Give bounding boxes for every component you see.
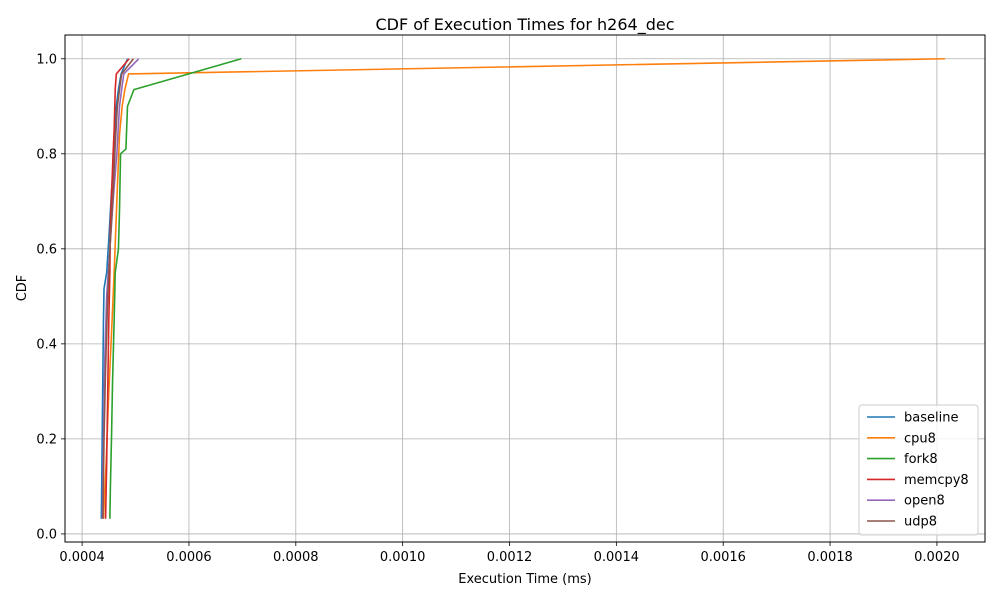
y-tick-label: 0.8 xyxy=(36,147,57,162)
plot-frame xyxy=(64,34,986,543)
y-tick-label: 0.0 xyxy=(36,527,57,542)
x-tick-label: 0.0020 xyxy=(914,550,960,565)
x-tick-label: 0.0012 xyxy=(487,550,533,565)
series-line-baseline xyxy=(100,58,129,519)
y-axis-label: CDF xyxy=(15,275,30,302)
y-tick-label: 1.0 xyxy=(36,52,57,67)
x-tick-label: 0.0018 xyxy=(807,550,853,565)
x-tick-label: 0.0014 xyxy=(594,550,640,565)
x-tick-label: 0.0016 xyxy=(700,550,746,565)
y-tick-label: 0.2 xyxy=(36,432,57,447)
legend-label-open8: open8 xyxy=(904,494,945,509)
x-tick-label: 0.0006 xyxy=(166,550,212,565)
y-tick-label: 0.6 xyxy=(36,242,57,257)
series-line-fork8 xyxy=(109,57,242,519)
legend-label-udp8: udp8 xyxy=(904,515,937,530)
legend-label-fork8: fork8 xyxy=(904,452,938,467)
x-axis-label: Execution Time (ms) xyxy=(458,572,591,587)
legend-label-baseline: baseline xyxy=(904,411,958,426)
x-tick-label: 0.0008 xyxy=(273,550,319,565)
axis-ticks: 0.0004 0.0006 0.0008 0.0010 0.0012 0.0014 0.00… xyxy=(36,52,959,565)
x-tick-label: 0.0004 xyxy=(59,550,105,565)
legend-label-cpu8: cpu8 xyxy=(904,431,936,446)
legend-label-memcpy8: memcpy8 xyxy=(904,473,969,488)
grid-lines xyxy=(65,35,985,542)
x-tick-label: 0.0010 xyxy=(380,550,426,565)
y-tick-label: 0.4 xyxy=(36,337,57,352)
series-line-udp8 xyxy=(102,58,135,519)
chart-title: CDF of Execution Times for h264_dec xyxy=(375,15,674,35)
legend: baseline cpu8 fork8 memcpy8 open8 udp8 xyxy=(858,404,979,536)
series-lines xyxy=(100,57,945,519)
